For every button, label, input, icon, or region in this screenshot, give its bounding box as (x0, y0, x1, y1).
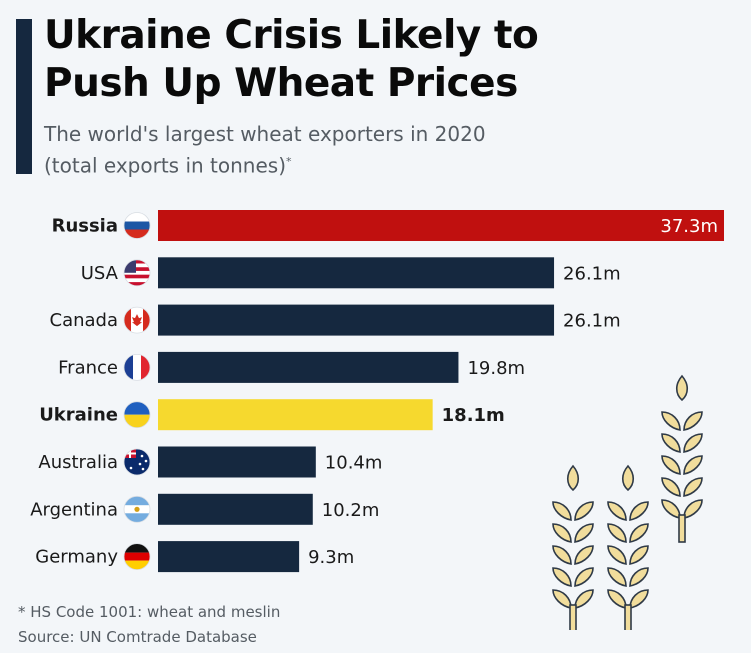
germany-flag-icon (123, 543, 151, 571)
chart-subtitle: The world's largest wheat exporters in 2… (44, 120, 486, 180)
australia-flag-icon (123, 448, 151, 476)
value-label-canada: 26.1m (563, 311, 621, 332)
bar-row-ukraine: Ukraine 18.1m (39, 399, 505, 431)
category-label-usa: USA (81, 263, 119, 284)
bar-australia (158, 446, 316, 478)
chart-footer: * HS Code 1001: wheat and meslin Source:… (18, 600, 280, 650)
bar-row-canada: Canada 26.1m (50, 304, 621, 336)
value-label-france: 19.8m (467, 358, 525, 379)
footnote-mark: * (286, 155, 292, 168)
value-label-usa: 26.1m (563, 263, 621, 284)
category-label-ukraine: Ukraine (39, 405, 118, 426)
bar-row-usa: USA 26.1m (81, 257, 621, 289)
bar-chart: Russia 37.3m USA 26.1m Canada 26.1m France 19.8… (30, 210, 724, 573)
bar-canada (158, 304, 555, 336)
bar-row-australia: Australia 10.4m (38, 446, 383, 478)
title-line-2: Push Up Wheat Prices (44, 61, 518, 106)
france-flag-icon (123, 353, 151, 381)
title-line-1: Ukraine Crisis Likely to (44, 13, 539, 58)
category-label-argentina: Argentina (30, 499, 118, 520)
subtitle-line-1: The world's largest wheat exporters in 2… (44, 122, 486, 146)
footnote-text: * HS Code 1001: wheat and meslin (18, 603, 281, 621)
category-label-russia: Russia (52, 216, 118, 237)
source-text: Source: UN Comtrade Database (18, 628, 257, 646)
value-label-russia: 37.3m (660, 216, 718, 237)
wheat-illustration (552, 374, 703, 630)
russia-flag-icon (123, 212, 151, 239)
bar-russia (158, 210, 724, 241)
title-accent-bar (16, 19, 32, 174)
wheat-stalk-left-icon (552, 464, 594, 630)
bar-argentina (158, 493, 313, 525)
argentina-flag-icon (123, 495, 151, 523)
ukraine-flag-icon (123, 401, 151, 429)
value-label-australia: 10.4m (325, 453, 383, 474)
wheat-stalk-right-icon (661, 374, 703, 543)
bar-row-france: France 19.8m (58, 351, 525, 383)
usa-flag-icon (123, 259, 151, 287)
bar-row-russia: Russia 37.3m (52, 210, 724, 241)
value-label-ukraine: 18.1m (442, 405, 505, 426)
canada-flag-icon (123, 306, 151, 334)
bar-row-argentina: Argentina 10.2m (30, 493, 380, 525)
chart-title: Ukraine Crisis Likely to Push Up Wheat P… (44, 12, 539, 108)
category-label-canada: Canada (50, 310, 119, 331)
category-label-france: France (58, 357, 118, 378)
value-label-germany: 9.3m (308, 547, 354, 568)
bar-france (158, 351, 459, 383)
subtitle-line-2: (total exports in tonnes)* (44, 148, 486, 180)
category-label-australia: Australia (38, 452, 118, 473)
bar-ukraine (158, 399, 433, 431)
subtitle-line-2-text: (total exports in tonnes) (44, 153, 287, 178)
wheat-stalk-middle-icon (607, 464, 649, 630)
bar-usa (158, 257, 555, 289)
bar-germany (158, 541, 300, 573)
value-label-argentina: 10.2m (322, 500, 380, 521)
bar-row-germany: Germany 9.3m (35, 541, 354, 573)
category-label-germany: Germany (35, 547, 118, 568)
